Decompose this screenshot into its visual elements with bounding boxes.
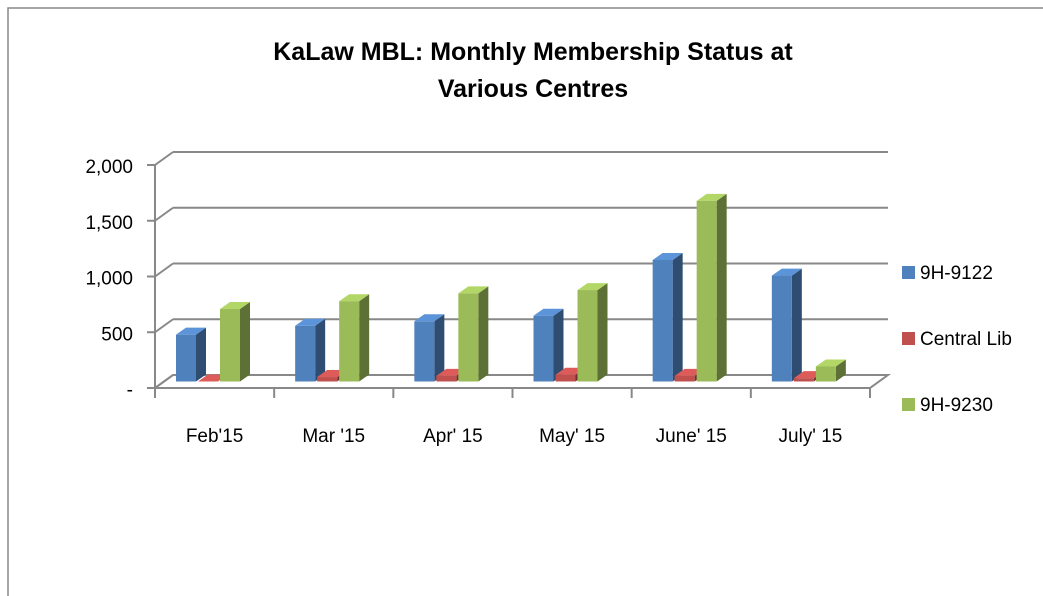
bar bbox=[339, 294, 370, 382]
chart-border bbox=[7, 7, 1043, 596]
bar-side bbox=[478, 286, 489, 382]
bar-front bbox=[555, 374, 576, 382]
bar-front bbox=[436, 375, 457, 382]
bar-side bbox=[597, 283, 608, 382]
bar-top bbox=[696, 193, 727, 201]
legend-swatch bbox=[902, 398, 915, 411]
y-tick-label: - bbox=[127, 380, 133, 401]
bar bbox=[458, 286, 489, 382]
bar-front bbox=[317, 377, 338, 382]
y-tick-label: 500 bbox=[101, 324, 133, 345]
bar-front bbox=[533, 315, 554, 382]
bar-front bbox=[652, 259, 673, 382]
bar-side bbox=[672, 252, 683, 382]
bar-top bbox=[176, 327, 206, 335]
bar bbox=[176, 327, 206, 382]
bar-front bbox=[176, 334, 196, 382]
legend-swatch bbox=[902, 332, 915, 345]
bar bbox=[533, 308, 564, 382]
bar-side bbox=[196, 327, 206, 382]
bar bbox=[577, 283, 608, 382]
bar bbox=[771, 268, 802, 382]
bar bbox=[414, 314, 445, 382]
y-tick-label: 1,000 bbox=[85, 269, 133, 290]
legend-label: 9H-9122 bbox=[920, 263, 993, 284]
legend-label: 9H-9230 bbox=[920, 395, 993, 416]
legend-swatch bbox=[902, 266, 915, 279]
legend-label: Central Lib bbox=[920, 329, 1012, 350]
grid-line-side bbox=[154, 151, 174, 166]
bar bbox=[696, 193, 727, 382]
bar-top bbox=[533, 308, 564, 316]
bar-front bbox=[815, 366, 836, 382]
y-tick-label: 1,500 bbox=[85, 213, 133, 234]
bar bbox=[652, 252, 683, 382]
bar-top bbox=[295, 318, 326, 326]
bar-top bbox=[414, 314, 445, 322]
x-tick-label: June' 15 bbox=[656, 426, 727, 447]
bar bbox=[295, 318, 326, 382]
grid-line-side bbox=[154, 318, 174, 334]
bar-front bbox=[674, 375, 695, 382]
x-tick-label: Mar '15 bbox=[302, 426, 365, 447]
bar bbox=[815, 359, 846, 382]
bar-front bbox=[771, 275, 792, 382]
bar-front bbox=[793, 378, 814, 382]
chart-title: KaLaw MBL: Monthly Membership Status at … bbox=[273, 38, 793, 103]
bar-side bbox=[716, 193, 727, 382]
bar-top bbox=[815, 359, 846, 367]
bar-side bbox=[434, 314, 445, 382]
y-tick-label: 2,000 bbox=[85, 157, 133, 178]
x-tick-label: Apr' 15 bbox=[423, 426, 483, 447]
grid-line-side bbox=[154, 262, 174, 278]
bar-front bbox=[696, 200, 717, 382]
bar-side bbox=[315, 318, 326, 382]
bar-top bbox=[339, 294, 370, 302]
grid-line-side bbox=[154, 374, 174, 389]
bar-front bbox=[414, 321, 435, 382]
bar-side bbox=[359, 294, 370, 382]
bar-front bbox=[220, 309, 240, 382]
bar-front bbox=[577, 290, 598, 382]
x-tick-label: May' 15 bbox=[539, 426, 605, 447]
bar-side bbox=[835, 359, 846, 382]
bar-side bbox=[791, 268, 802, 382]
bar-top bbox=[458, 286, 489, 294]
x-tick-label: Feb'15 bbox=[186, 426, 244, 447]
bar-top bbox=[220, 302, 250, 310]
bar bbox=[220, 302, 250, 382]
bar-top bbox=[771, 268, 802, 276]
bar-side bbox=[553, 308, 564, 382]
x-tick-label: July' 15 bbox=[779, 426, 843, 447]
bar-front bbox=[295, 325, 316, 382]
grid-line-side bbox=[154, 206, 174, 222]
bar-front bbox=[339, 301, 360, 382]
bar-top bbox=[652, 252, 683, 260]
bar-side bbox=[240, 302, 250, 382]
bar-front bbox=[458, 293, 479, 382]
bar-top bbox=[577, 283, 608, 291]
